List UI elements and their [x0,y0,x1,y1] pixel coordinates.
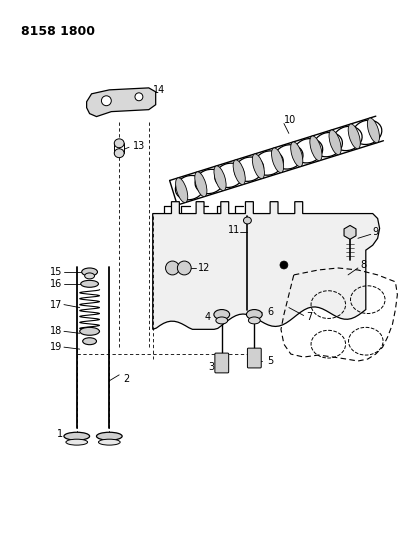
Text: 4: 4 [205,312,211,322]
Ellipse shape [80,327,99,335]
Text: 17: 17 [50,300,62,310]
Text: 10: 10 [284,115,296,125]
Ellipse shape [291,142,303,167]
Ellipse shape [367,118,379,143]
Text: 7: 7 [307,312,313,322]
Text: 14: 14 [153,85,165,95]
Ellipse shape [252,154,264,179]
Ellipse shape [97,432,122,440]
Text: 2: 2 [123,374,129,384]
Text: 18: 18 [50,326,62,336]
Ellipse shape [348,124,360,149]
Text: 11: 11 [228,225,240,236]
Text: 15: 15 [50,267,62,277]
Ellipse shape [114,149,124,158]
Polygon shape [344,225,356,239]
Ellipse shape [233,160,245,184]
Ellipse shape [272,148,284,173]
Ellipse shape [99,439,120,445]
Ellipse shape [216,317,228,324]
Ellipse shape [248,317,260,324]
Circle shape [135,93,143,101]
Ellipse shape [81,280,99,287]
Polygon shape [153,201,380,329]
Ellipse shape [214,166,226,191]
Text: 9: 9 [373,228,379,237]
Ellipse shape [175,178,188,203]
Circle shape [178,261,191,275]
Text: 13: 13 [133,141,145,151]
Ellipse shape [85,273,95,279]
FancyBboxPatch shape [215,353,229,373]
Ellipse shape [310,136,322,161]
Ellipse shape [214,310,230,319]
Circle shape [166,261,179,275]
FancyBboxPatch shape [247,348,261,368]
Ellipse shape [243,217,252,224]
Ellipse shape [82,268,97,276]
Ellipse shape [66,439,88,445]
Text: 3: 3 [208,362,214,372]
Ellipse shape [247,310,262,319]
Text: 8158 1800: 8158 1800 [21,25,95,37]
Ellipse shape [64,432,90,440]
Text: 6: 6 [267,306,273,317]
Text: 19: 19 [50,342,62,352]
Ellipse shape [195,172,207,197]
Text: 12: 12 [198,263,210,273]
Ellipse shape [329,130,341,155]
Text: 1: 1 [57,429,63,439]
Text: 16: 16 [50,279,62,289]
Ellipse shape [83,338,97,345]
Polygon shape [87,88,156,117]
Circle shape [102,96,111,106]
Circle shape [280,261,288,269]
Text: 8: 8 [360,260,366,270]
Ellipse shape [114,139,124,148]
Text: 5: 5 [267,356,273,366]
